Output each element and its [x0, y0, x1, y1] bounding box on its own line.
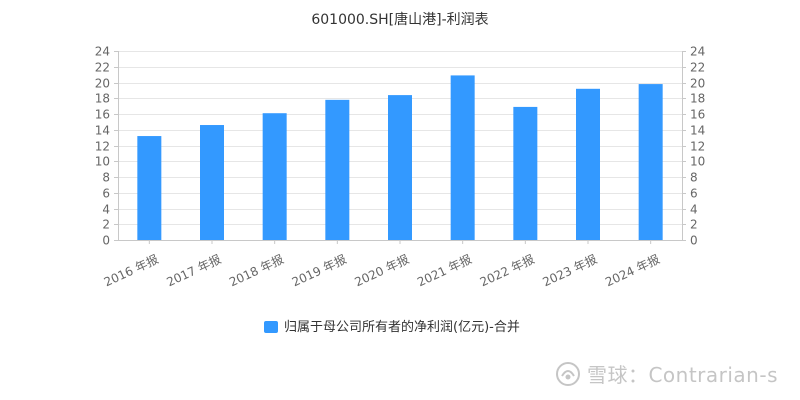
- y-tick-label-left: 20: [95, 77, 110, 91]
- y-tick-label-left: 10: [95, 155, 110, 169]
- x-tick-label: 2016 年报: [101, 251, 160, 289]
- y-tick-label-right: 18: [690, 92, 705, 106]
- x-tick-label: 2021 年报: [415, 251, 474, 289]
- y-tick-label-left: 6: [102, 187, 110, 201]
- x-tick-labels: 2016 年报 2017 年报 2018 年报 2019 年报 2020 年报 2021 …: [101, 251, 662, 289]
- y-tick-label-left: 2: [102, 218, 110, 232]
- x-tick-label: 2024 年报: [603, 251, 662, 289]
- bar[interactable]: [450, 75, 475, 240]
- y-tick-label-right: 14: [690, 124, 705, 138]
- y-tick-label-left: 24: [95, 45, 110, 59]
- x-tick-label: 2022 年报: [477, 251, 536, 289]
- y-tick-label-right: 0: [690, 234, 698, 248]
- bar[interactable]: [638, 84, 663, 240]
- bar[interactable]: [513, 106, 538, 240]
- y-tick-label-left: 8: [102, 171, 110, 185]
- bar[interactable]: [200, 125, 224, 240]
- bar[interactable]: [576, 88, 600, 240]
- y-tick-label-right: 12: [690, 140, 705, 154]
- y-tick-label-left: 16: [95, 108, 110, 122]
- watermark: 雪球：Contrarian-s: [555, 359, 778, 388]
- bars: [137, 75, 663, 240]
- y-tick-label-left: 18: [95, 92, 110, 106]
- y-tick-label-right: 2: [690, 218, 698, 232]
- y-tick-label-left: 14: [95, 124, 110, 138]
- legend[interactable]: 归属于母公司所有者的净利润(亿元)-合并: [264, 319, 520, 335]
- legend-label[interactable]: 归属于母公司所有者的净利润(亿元)-合并: [284, 319, 520, 335]
- bar[interactable]: [325, 99, 350, 240]
- bar[interactable]: [388, 95, 412, 240]
- x-tick-label: 2017 年报: [164, 251, 223, 289]
- y-tick-label-left: 22: [95, 61, 110, 75]
- y-tick-label-left: 12: [95, 140, 110, 154]
- x-tick-label: 2018 年报: [227, 251, 286, 289]
- y-tick-label-right: 24: [690, 45, 705, 59]
- y-tick-label-right: 6: [690, 187, 698, 201]
- x-tick-label: 2019 年报: [289, 251, 348, 289]
- legend-swatch[interactable]: [264, 321, 278, 333]
- y-tick-label-left: 0: [102, 234, 110, 248]
- y-tick-label-left: 4: [102, 203, 110, 217]
- y-tick-label-right: 22: [690, 61, 705, 75]
- x-tick-label: 2023 年报: [540, 251, 599, 289]
- x-tick-label: 2020 年报: [352, 251, 411, 289]
- y-tick-label-right: 4: [690, 203, 698, 217]
- watermark-text: 雪球：Contrarian-s: [586, 363, 778, 387]
- bar[interactable]: [262, 113, 287, 240]
- bar[interactable]: [137, 136, 162, 240]
- y-tick-label-right: 10: [690, 155, 705, 169]
- xueqiu-snowball-icon: [555, 361, 580, 386]
- y-tick-label-right: 20: [690, 77, 705, 91]
- y-tick-label-right: 16: [690, 108, 705, 122]
- y-tick-label-right: 8: [690, 171, 698, 185]
- chart-title: 601000.SH[唐山港]-利润表: [311, 11, 488, 28]
